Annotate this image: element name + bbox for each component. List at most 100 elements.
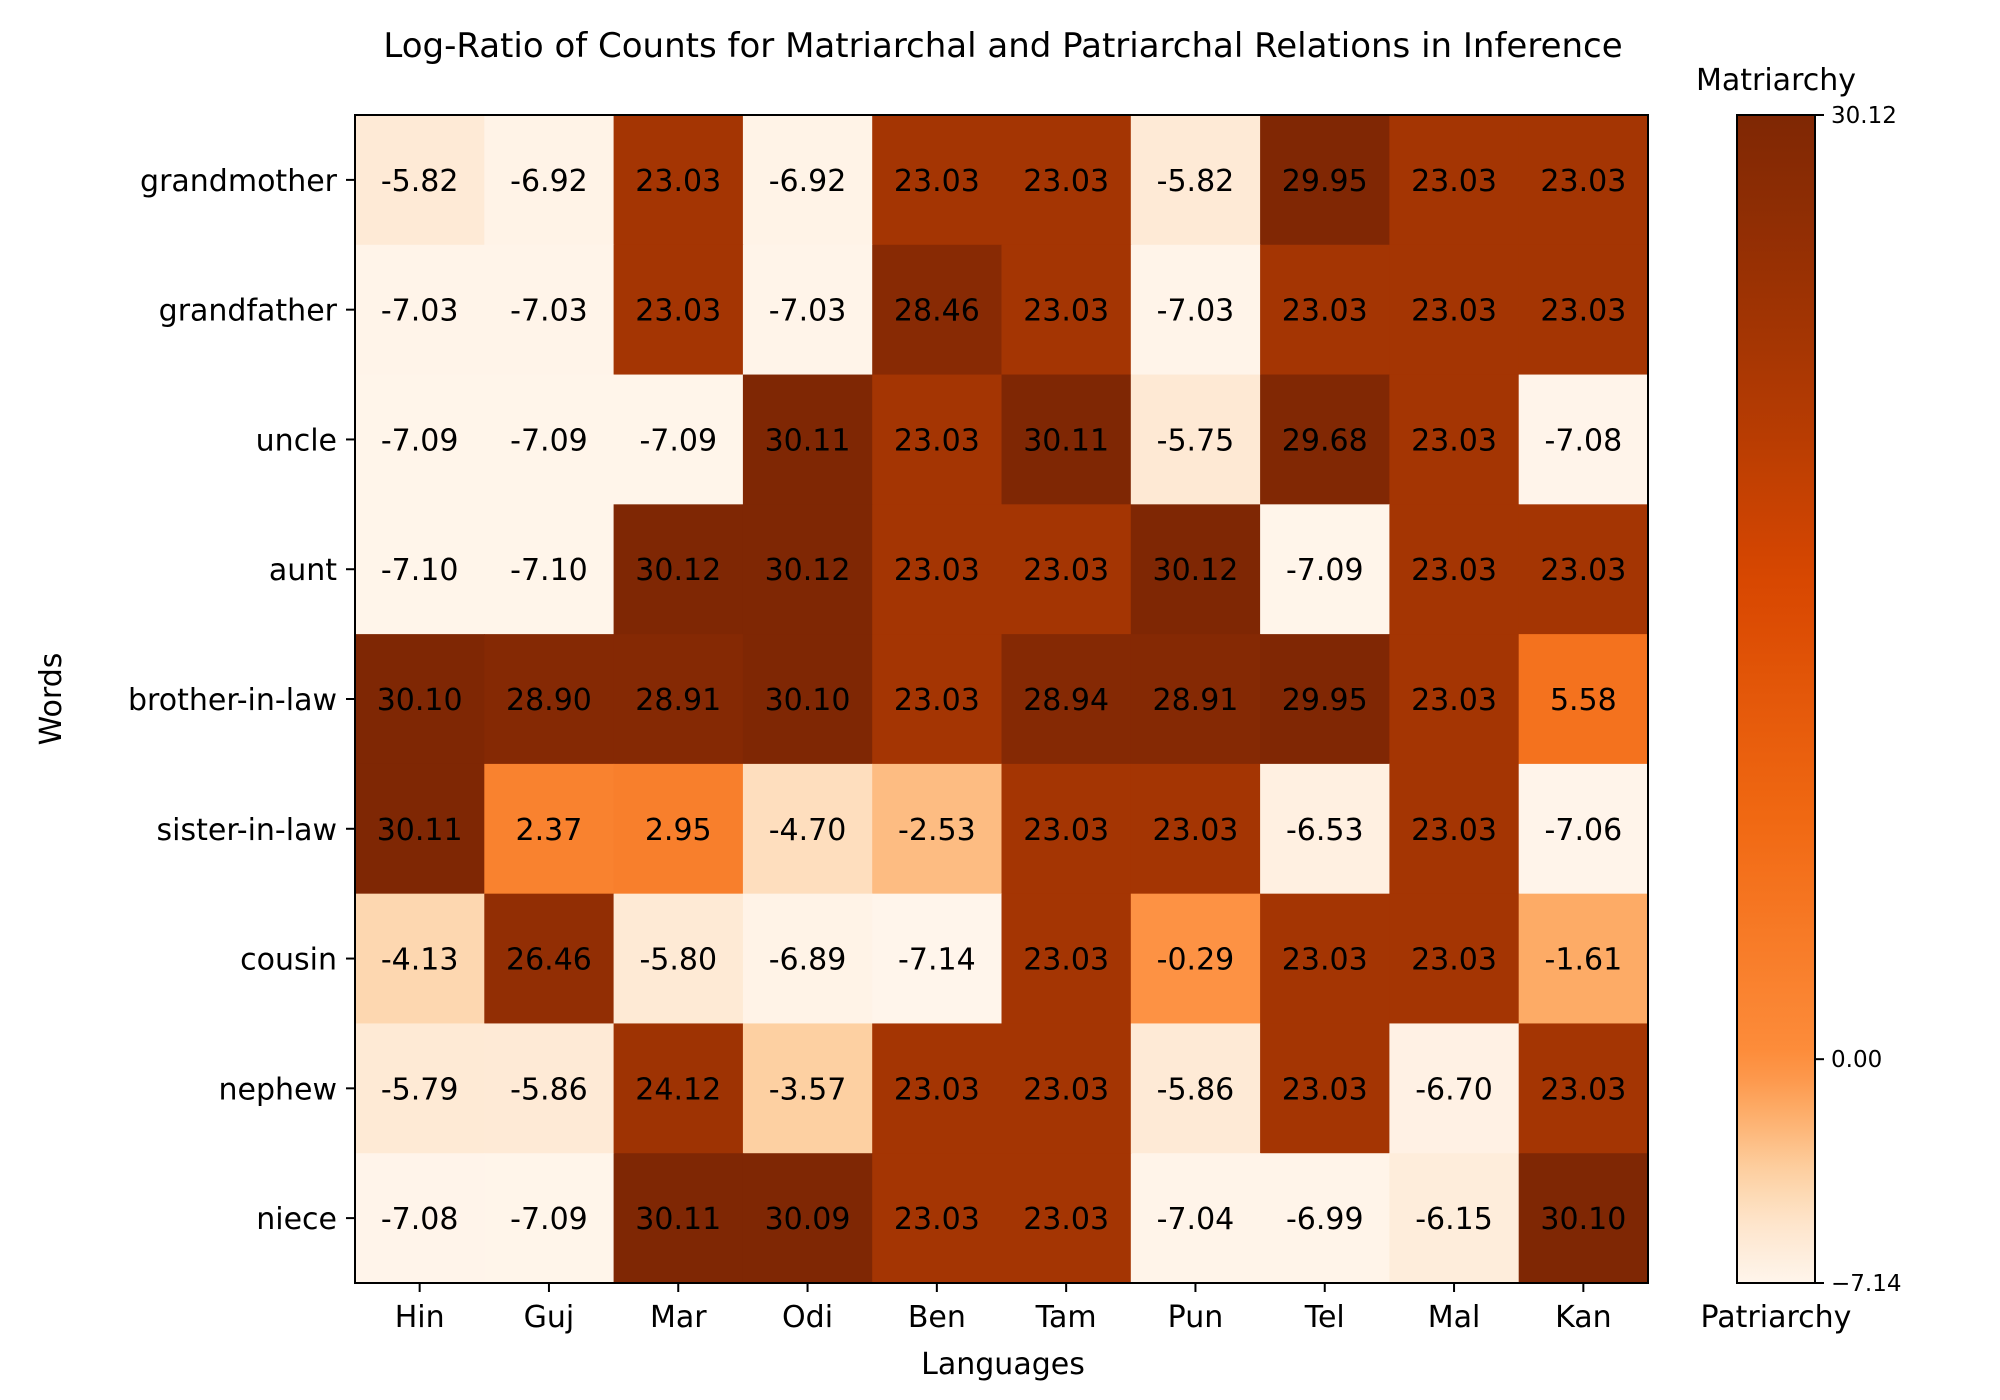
cell-value-label: 2.37 xyxy=(516,813,583,848)
heatmap-cell xyxy=(613,374,744,505)
cell-value-label: -7.09 xyxy=(1286,553,1364,588)
heatmap-cells xyxy=(355,115,1649,1284)
cell-value-label: -1.61 xyxy=(1545,943,1623,978)
heatmap-cell xyxy=(355,893,485,1025)
heatmap-cell xyxy=(1260,634,1390,765)
cell-value-label: -5.79 xyxy=(381,1072,459,1107)
x-tick-label: Kan xyxy=(1555,1300,1612,1335)
heatmap-cell xyxy=(1001,244,1132,376)
cell-value-label: 23.03 xyxy=(894,164,980,199)
y-tick-label: aunt xyxy=(269,553,337,588)
heatmap-cell xyxy=(484,115,615,246)
heatmap-cell xyxy=(1389,1023,1520,1154)
heatmap-cell xyxy=(1001,115,1132,246)
cell-value-label: -7.08 xyxy=(381,1202,459,1237)
y-axis-label: Words xyxy=(34,653,69,746)
heatmap-cell xyxy=(355,244,485,376)
cell-value-label: 23.03 xyxy=(1153,813,1239,848)
cell-value-label: -4.13 xyxy=(381,943,459,978)
heatmap-cell xyxy=(1130,893,1261,1025)
heatmap-cell xyxy=(613,1023,744,1154)
heatmap-cell xyxy=(742,634,873,765)
heatmap-cell xyxy=(742,1023,873,1154)
heatmap-cell xyxy=(355,115,485,246)
heatmap-cell xyxy=(1518,374,1649,505)
heatmap-cell xyxy=(1130,1153,1261,1284)
cell-value-label: 23.03 xyxy=(1023,164,1109,199)
heatmap-cell xyxy=(1260,1153,1390,1284)
cell-value-label: 23.03 xyxy=(894,423,980,458)
heatmap-cell xyxy=(1001,1023,1132,1154)
heatmap-cell xyxy=(1001,634,1132,765)
heatmap-cell xyxy=(1389,763,1520,895)
x-axis-label: Languages xyxy=(921,1347,1085,1382)
heatmap-cell xyxy=(484,1023,615,1154)
cell-value-label: 23.03 xyxy=(894,1072,980,1107)
heatmap-cell xyxy=(355,634,485,765)
cell-value-label: 23.03 xyxy=(1540,294,1626,329)
heatmap-cell xyxy=(484,374,615,505)
cell-value-label: -3.57 xyxy=(769,1072,847,1107)
heatmap-cell xyxy=(613,893,744,1025)
cell-value-label: -6.70 xyxy=(1415,1072,1493,1107)
heatmap-cell xyxy=(1001,374,1132,505)
cell-value-label: 23.03 xyxy=(1411,813,1497,848)
cell-value-label: 30.12 xyxy=(635,553,721,588)
cell-value-label: 30.12 xyxy=(1153,553,1239,588)
cell-value-label: -7.03 xyxy=(1157,294,1235,329)
heatmap-cell xyxy=(1130,1023,1261,1154)
cell-value-label: -5.86 xyxy=(510,1072,588,1107)
cell-value-label: -5.82 xyxy=(381,164,459,199)
heatmap-cell xyxy=(1518,634,1649,765)
cell-value-label: -5.80 xyxy=(639,943,717,978)
cell-value-label: 23.03 xyxy=(1282,1072,1368,1107)
heatmap-cell xyxy=(1389,504,1520,635)
cell-value-label: -7.09 xyxy=(381,423,459,458)
heatmap-cell xyxy=(1130,763,1261,895)
cell-value-label: 29.95 xyxy=(1282,683,1368,718)
heatmap-cell xyxy=(742,244,873,376)
heatmap-cell xyxy=(1260,374,1390,505)
colorbar-top-label: Matriarchy xyxy=(1696,63,1856,98)
cell-value-label: -6.53 xyxy=(1286,813,1364,848)
cell-value-label: 23.03 xyxy=(635,294,721,329)
cell-value-label: 29.95 xyxy=(1282,164,1368,199)
heatmap-cell xyxy=(742,763,873,895)
y-tick-label: grandmother xyxy=(140,164,338,199)
heatmap-cell xyxy=(355,763,485,895)
heatmap-cell xyxy=(613,115,744,246)
cell-value-label: -5.86 xyxy=(1157,1072,1235,1107)
cell-value-label: 28.94 xyxy=(1023,683,1109,718)
cell-value-label: 23.03 xyxy=(894,553,980,588)
y-tick-label: sister-in-law xyxy=(157,813,337,848)
heatmap-cell xyxy=(872,244,1003,376)
heatmap-cell xyxy=(1389,634,1520,765)
cell-value-label: 24.12 xyxy=(635,1072,721,1107)
cell-value-label: 23.03 xyxy=(1411,164,1497,199)
cell-value-label: 28.91 xyxy=(635,683,721,718)
heatmap-cell xyxy=(355,1153,485,1284)
x-tick-label: Mar xyxy=(650,1300,707,1335)
y-axis-ticks: grandmother grandfather uncle aunt brother-i… xyxy=(128,164,355,1237)
cell-value-label: 30.09 xyxy=(765,1202,851,1237)
heatmap-cell xyxy=(613,763,744,895)
cell-value-label: 26.46 xyxy=(506,943,592,978)
heatmap-cell xyxy=(613,1153,744,1284)
heatmap-cell xyxy=(355,504,485,635)
heatmap-cell xyxy=(1518,893,1649,1025)
x-tick-label: Ben xyxy=(908,1300,966,1335)
heatmap-cell xyxy=(1518,1153,1649,1284)
heatmap-cell xyxy=(1518,504,1649,635)
heatmap-cell xyxy=(872,634,1003,765)
cell-value-label: -6.99 xyxy=(1286,1202,1364,1237)
heatmap-cell xyxy=(742,374,873,505)
colorbar-tick-label: 30.12 xyxy=(1831,103,1897,129)
cell-value-label: 2.95 xyxy=(645,813,712,848)
cell-value-label: 23.03 xyxy=(1411,553,1497,588)
cell-value-label: -7.09 xyxy=(510,1202,588,1237)
cell-value-label: 5.58 xyxy=(1550,683,1617,718)
x-tick-label: Hin xyxy=(395,1300,445,1335)
x-tick-label: Tel xyxy=(1304,1300,1345,1335)
y-tick-label: brother-in-law xyxy=(128,683,337,718)
